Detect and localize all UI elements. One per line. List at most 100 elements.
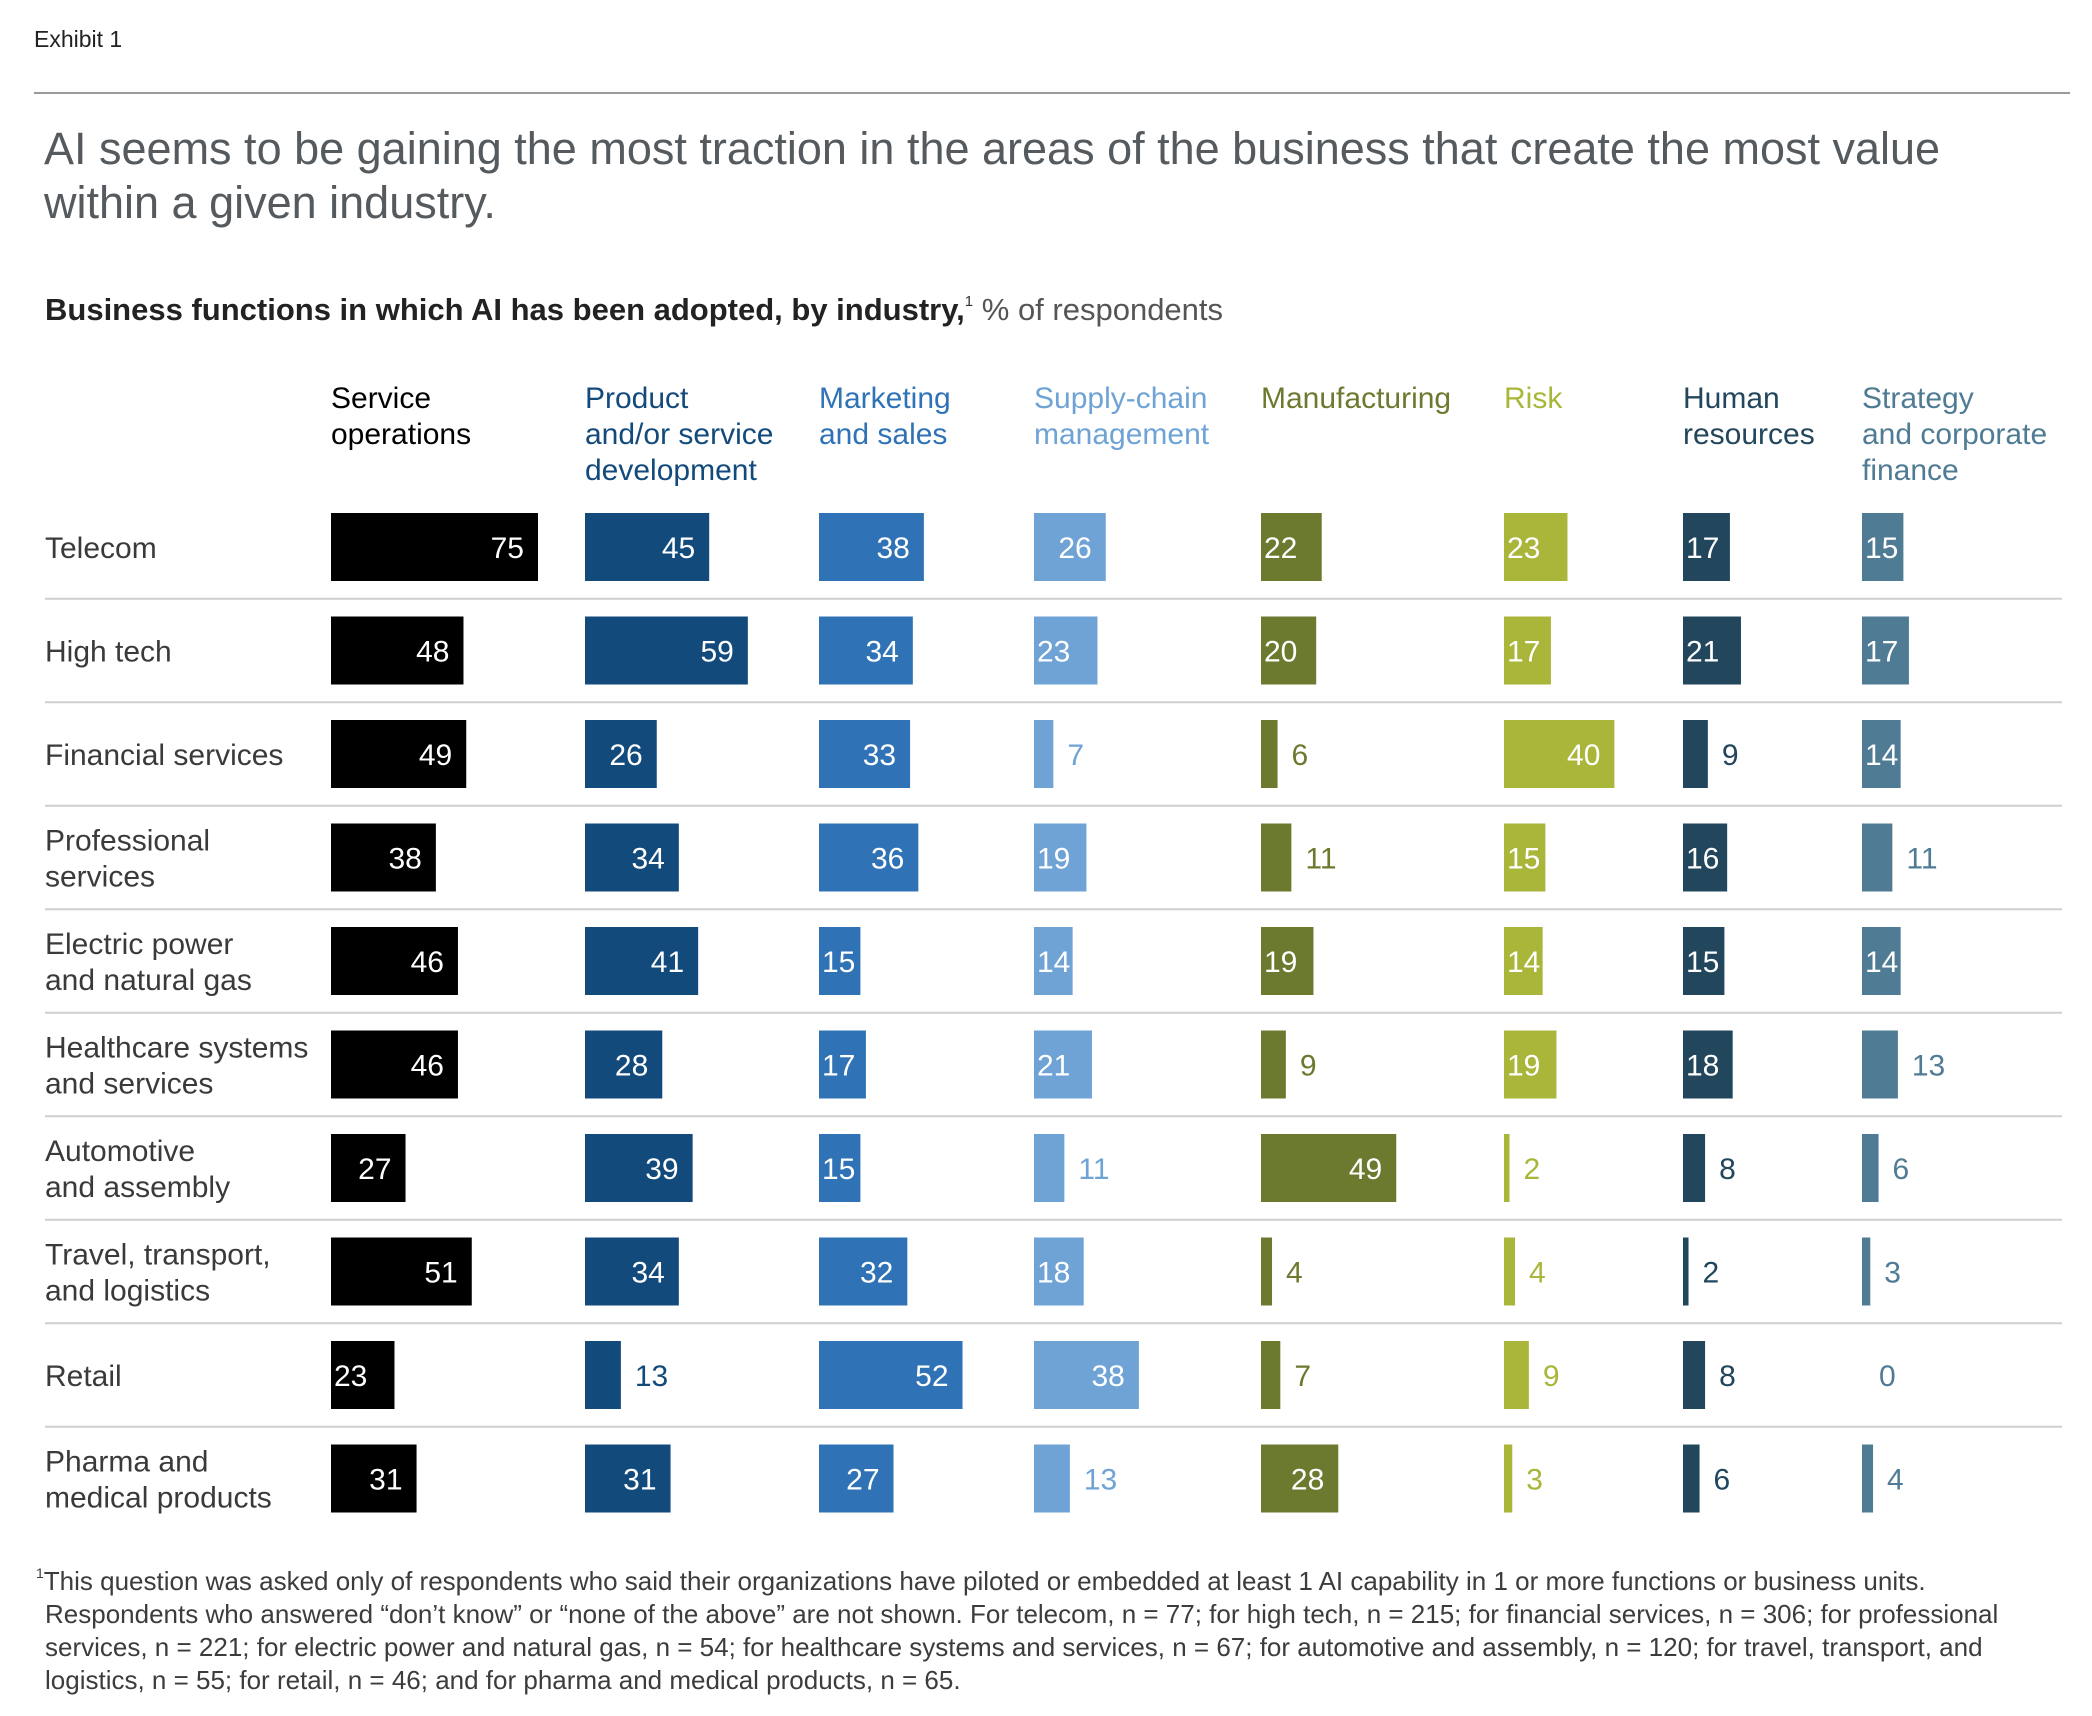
bar — [1683, 513, 1730, 581]
bar — [1504, 616, 1551, 685]
bar — [331, 616, 464, 685]
column-header-5: Manufacturing — [1261, 382, 1451, 415]
value-label: 52 — [915, 1360, 948, 1393]
row-label: Retail — [45, 1360, 122, 1393]
column-header-2: Product — [585, 382, 689, 415]
subtitle-unit: % of respondents — [981, 292, 1224, 327]
row-label: and natural gas — [45, 964, 252, 997]
value-label: 36 — [871, 843, 904, 876]
bar — [1683, 1237, 1689, 1306]
value-label: 15 — [1507, 843, 1540, 876]
bar — [819, 1341, 963, 1409]
value-label: 8 — [1719, 1360, 1736, 1393]
value-label: 75 — [491, 532, 524, 565]
bar — [1261, 823, 1292, 892]
bar — [1261, 513, 1322, 581]
value-label: 46 — [411, 946, 444, 979]
subtitle-footnote-marker: 1 — [964, 293, 974, 310]
value-label: 13 — [1084, 1464, 1117, 1497]
row-label: Healthcare systems — [45, 1032, 308, 1065]
bar — [1261, 1134, 1397, 1202]
footnote-body: 1This question was asked only of respond… — [36, 1557, 2026, 1697]
value-label: 15 — [1686, 946, 1719, 979]
value-label: 23 — [1507, 532, 1540, 565]
bar — [819, 1444, 894, 1513]
row-label: medical products — [45, 1482, 272, 1515]
value-label: 38 — [877, 532, 910, 565]
bar — [1683, 720, 1708, 788]
bar — [1504, 823, 1546, 892]
column-header-2: and/or service — [585, 418, 773, 451]
value-label: 11 — [1078, 1153, 1109, 1186]
value-label: 48 — [416, 636, 449, 669]
bar — [1261, 1444, 1339, 1513]
column-header-1: Service — [331, 382, 431, 415]
bar — [1683, 823, 1728, 892]
bar — [1683, 1134, 1706, 1202]
bar — [1261, 927, 1314, 995]
bar — [1034, 720, 1054, 788]
value-label: 2 — [1524, 1153, 1541, 1186]
bar — [331, 1341, 395, 1409]
column-header-3: Marketing — [819, 382, 951, 415]
value-label: 3 — [1884, 1257, 1901, 1290]
column-header-6: Risk — [1504, 382, 1563, 415]
bar — [585, 927, 699, 995]
value-label: 19 — [1037, 843, 1070, 876]
column-header-2: development — [585, 454, 757, 487]
bar — [1034, 927, 1073, 995]
row-label: and logistics — [45, 1275, 210, 1308]
bar — [331, 927, 458, 995]
value-label: 27 — [846, 1464, 879, 1497]
bar — [1034, 1341, 1139, 1409]
bar — [1261, 1237, 1273, 1306]
bar — [819, 1237, 908, 1306]
value-label: 23 — [334, 1360, 367, 1393]
value-label: 19 — [1264, 946, 1297, 979]
value-label: 15 — [822, 946, 855, 979]
bar — [1261, 616, 1317, 685]
value-label: 46 — [411, 1050, 444, 1083]
value-label: 38 — [1092, 1360, 1125, 1393]
value-label: 40 — [1567, 739, 1600, 772]
exhibit-label: Exhibit 1 — [34, 26, 123, 52]
bar — [1034, 1134, 1065, 1202]
column-header-8: Strategy — [1862, 382, 1974, 415]
value-label: 6 — [1292, 739, 1309, 772]
value-label: 7 — [1067, 739, 1084, 772]
bar — [1504, 1341, 1529, 1409]
value-label: 19 — [1507, 1050, 1540, 1083]
column-header-7: resources — [1683, 418, 1815, 451]
column-header-8: and corporate — [1862, 418, 2047, 451]
value-label: 41 — [651, 946, 684, 979]
value-label: 8 — [1719, 1153, 1736, 1186]
value-label: 14 — [1865, 946, 1898, 979]
footnote: 1This question was asked only of respond… — [36, 1557, 2026, 1697]
column-header-4: management — [1034, 418, 1210, 451]
bar — [1034, 1444, 1070, 1513]
value-label: 51 — [424, 1257, 457, 1290]
bar — [819, 823, 919, 892]
value-label: 17 — [822, 1050, 855, 1083]
value-label: 17 — [1686, 532, 1719, 565]
bar — [1504, 1134, 1510, 1202]
value-label: 18 — [1037, 1257, 1070, 1290]
bar — [1683, 1341, 1706, 1409]
bar — [1504, 1444, 1513, 1513]
bar — [1504, 513, 1568, 581]
column-header-8: finance — [1862, 454, 1959, 487]
value-label: 4 — [1286, 1257, 1303, 1290]
bar — [585, 720, 657, 788]
value-label: 14 — [1507, 946, 1540, 979]
bar — [1683, 1444, 1700, 1513]
bar — [819, 720, 911, 788]
column-header-3: and sales — [819, 418, 947, 451]
value-label: 34 — [631, 843, 664, 876]
value-label: 15 — [1865, 532, 1898, 565]
bar — [585, 1237, 679, 1306]
value-label: 28 — [1291, 1464, 1324, 1497]
chart-subtitle: Business functions in which AI has been … — [45, 292, 1223, 328]
bar — [819, 927, 861, 995]
value-label: 13 — [1912, 1050, 1945, 1083]
value-label: 26 — [1058, 532, 1091, 565]
